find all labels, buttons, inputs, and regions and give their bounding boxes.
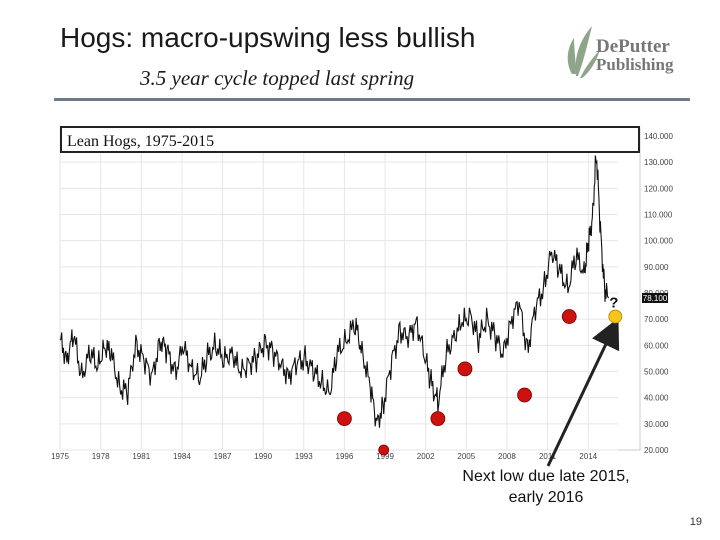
publisher-logo: DePutter Publishing <box>596 36 674 74</box>
chart-title: Lean Hogs, 1975-2015 <box>67 133 215 150</box>
cycle-low-marker <box>378 444 390 456</box>
y-tick-label: 60.000 <box>644 341 669 350</box>
x-tick-label: 1996 <box>336 452 354 461</box>
y-tick-label: 40.000 <box>644 394 669 403</box>
series-line-lean-hogs <box>59 155 610 428</box>
y-tick-label: 30.000 <box>644 420 669 429</box>
current-price-label: 78.100 <box>643 294 668 303</box>
next-low-marker <box>608 309 623 324</box>
y-tick-label: 130.000 <box>644 158 673 167</box>
y-tick-label: 20.000 <box>644 446 669 455</box>
x-tick-label: 2011 <box>539 452 557 461</box>
next-low-annotation: Next low due late 2015, early 2016 <box>436 466 656 508</box>
cycle-low-marker <box>337 411 352 427</box>
logo-line2: Publishing <box>596 55 674 74</box>
marker-layer <box>337 309 623 456</box>
page-number: 19 <box>689 516 702 528</box>
x-tick-label: 1999 <box>376 452 394 461</box>
slide-title: Hogs: macro-upswing less bullish <box>60 22 476 53</box>
x-tick-label: 1975 <box>51 452 69 461</box>
arrow-layer <box>546 317 620 467</box>
cycle-low-marker <box>517 387 532 403</box>
cycle-low-marker <box>457 361 473 377</box>
x-tick-label: 1984 <box>173 452 191 461</box>
plot-area <box>59 127 641 451</box>
y-tick-label: 140.000 <box>644 132 673 141</box>
x-tick-label: 1978 <box>92 452 110 461</box>
cycle-low-marker <box>430 411 446 427</box>
x-tick-label: 1987 <box>214 452 232 461</box>
y-tick-label: 50.000 <box>644 368 669 377</box>
x-tick-label: 1990 <box>254 452 272 461</box>
annotation-line1: Next low due late 2015, <box>462 468 630 485</box>
y-tick-label: 100.000 <box>644 237 673 246</box>
x-tick-label: 1981 <box>132 452 150 461</box>
x-tick-label: 1993 <box>295 452 313 461</box>
x-axis: 1975 1978 1981 1984 1987 1990 1993 1996 1999 2002… <box>51 452 598 461</box>
pointer-arrow <box>546 317 620 467</box>
x-tick-label: 2014 <box>579 452 597 461</box>
slide-subtitle: 3.5 year cycle topped last spring <box>140 66 415 90</box>
y-tick-label: 70.000 <box>644 315 669 324</box>
cycle-low-marker <box>561 309 577 324</box>
current-price-tag <box>642 292 668 303</box>
x-tick-label: 2008 <box>498 452 516 461</box>
y-tick-label: 90.000 <box>644 263 669 272</box>
series-layer <box>59 155 610 428</box>
leaf-logo-icon <box>567 26 600 78</box>
logo-line1: DePutter <box>596 36 670 57</box>
grid-layer <box>59 128 618 451</box>
title-divider <box>54 98 690 101</box>
price-tag-layer: 78.100 <box>642 292 668 303</box>
x-tick-label: 2002 <box>417 452 435 461</box>
x-tick-label: 2005 <box>457 452 475 461</box>
annotation-line2: early 2016 <box>508 489 584 506</box>
chart-title-box: Lean Hogs, 1975-2015 <box>60 126 640 153</box>
y-tick-label: 110.000 <box>644 211 673 220</box>
y-tick-label: 120.000 <box>644 184 673 193</box>
question-mark-label: ? <box>609 295 618 312</box>
